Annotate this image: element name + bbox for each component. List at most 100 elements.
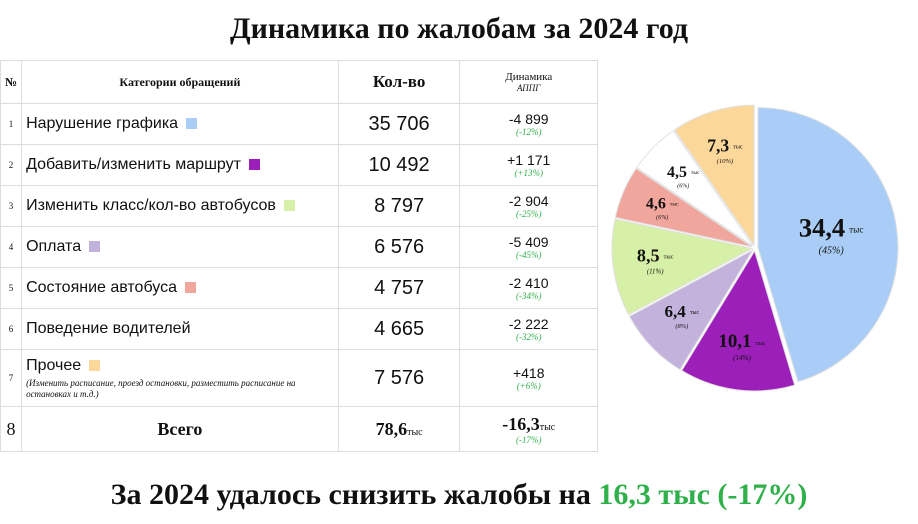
row-count: 8 797 [337, 185, 461, 227]
total-change: -16,3тыс (-17%) [459, 406, 598, 452]
row-count: 4 757 [337, 267, 461, 309]
row-num: 1 [0, 103, 23, 145]
color-swatch [186, 118, 198, 129]
slice-value: 7,3 [707, 135, 729, 155]
footer-highlight: 16,3 тыс (-17%) [598, 478, 808, 511]
footer: За 2024 удалось снизить жалобы на 16,3 т… [0, 478, 918, 512]
total-num: 8 [0, 406, 23, 452]
category-text: Изменить класс/кол-во автобусов [26, 197, 276, 214]
category-text: Прочее [26, 356, 82, 374]
pie-slice [673, 104, 755, 247]
slice-value-label: 8,5 тыс [637, 246, 674, 266]
header-change-title: Динамика [505, 71, 553, 83]
slice-unit: тыс [670, 202, 679, 208]
row-num: 2 [0, 144, 23, 186]
row-category: Поведение водителей [21, 308, 339, 350]
row-num: 6 [0, 308, 23, 350]
change-percent: (-32%) [515, 331, 542, 342]
slice-percent-label: (10%) [717, 158, 734, 165]
header-change: Динамика АППГ [459, 60, 598, 104]
table-row: 3 Изменить класс/кол-во автобусов 8 797 -2 … [0, 185, 598, 227]
pie-slice [628, 248, 755, 371]
category-text: Оплата [26, 238, 82, 255]
slice-value: 8,5 [637, 246, 660, 266]
slice-value-label: 34,4 тыс [799, 212, 864, 242]
total-count: 78,6тыс [337, 406, 461, 452]
row-change: +1 171 (+13%) [459, 144, 598, 186]
slice-unit: тыс [755, 340, 765, 347]
change-percent: (-25%) [515, 208, 542, 219]
slice-unit: тыс [664, 254, 674, 261]
row-count: 10 492 [337, 144, 461, 186]
table-row: 4 Оплата 6 576 -5 409 (-45%) [0, 226, 598, 268]
pie-slice [681, 249, 796, 392]
header-category: Категории обращений [21, 60, 339, 104]
change-value: -4 899 [508, 110, 549, 127]
row-change: +418 (+6%) [459, 349, 598, 407]
total-change-percent: (-17%) [515, 434, 542, 445]
table-row: 6 Поведение водителей 4 665 -2 222 (-32%) [0, 308, 598, 350]
pie-slice [611, 218, 754, 316]
total-change-unit: тыс [539, 421, 556, 433]
row-count: 35 706 [337, 103, 461, 145]
slice-value: 4,5 [667, 164, 687, 181]
pie-slice [757, 107, 899, 383]
change-value: -2 410 [508, 274, 549, 291]
total-row: 8 Всего 78,6тыс -16,3тыс (-17%) [0, 406, 598, 452]
row-change: -2 410 (-34%) [459, 267, 598, 309]
header-count: Кол-во [337, 60, 461, 104]
change-value: -5 409 [508, 233, 549, 250]
category-text: Состояние автобуса [26, 279, 177, 296]
pie-slice [636, 130, 754, 247]
color-swatch [248, 159, 260, 170]
title: Динамика по жалобам за 2024 год [229, 12, 689, 45]
slice-value-label: 4,5 тыс [667, 164, 700, 181]
slice-value-label: 10,1 тыс [718, 332, 765, 353]
complaints-table: № Категории обращений Кол-во Динамика АППГ 1 Н… [0, 60, 598, 452]
slice-percent-label: (11%) [647, 269, 664, 276]
color-swatch [89, 241, 101, 252]
slice-unit: тыс [733, 145, 743, 151]
row-category: Прочее (Изменить расписание, проезд остан… [21, 349, 339, 407]
change-value: -2 222 [508, 315, 549, 332]
row-category: Нарушение графика [21, 103, 339, 145]
change-percent: (-34%) [515, 290, 542, 301]
category-text: Добавить/изменить маршрут [26, 156, 241, 173]
slice-value: 4,6 [646, 195, 666, 212]
total-change-value: -16,3 [502, 413, 540, 434]
table-row: 2 Добавить/изменить маршрут 10 492 +1 171 (+… [0, 144, 598, 186]
header-change-sub: АППГ [517, 83, 541, 93]
header-row: № Категории обращений Кол-во Динамика АППГ [0, 60, 598, 104]
slice-percent-label: (6%) [677, 182, 689, 189]
slice-value: 6,4 [665, 302, 687, 321]
table-row: 7 Прочее (Изменить расписание, проезд оста… [0, 349, 598, 407]
change-value: +1 171 [507, 151, 551, 168]
slice-unit: тыс [849, 224, 863, 234]
row-category: Состояние автобуса [21, 267, 339, 309]
row-change: -5 409 (-45%) [459, 226, 598, 268]
slice-value: 34,4 [799, 212, 845, 242]
color-swatch [283, 200, 295, 211]
slice-unit: тыс [691, 170, 700, 176]
row-category: Изменить класс/кол-во автобусов [21, 185, 339, 227]
change-value: -2 904 [508, 192, 549, 209]
row-num: 3 [0, 185, 23, 227]
pie-chart: 34,4 тыс(45%)10,1 тыс(14%)6,4 тыс(8%)8,5 тыс… [611, 104, 899, 392]
row-num: 5 [0, 267, 23, 309]
category-text: Нарушение графика [26, 115, 179, 132]
slice-value: 10,1 [718, 332, 751, 353]
slice-percent-label: (6%) [656, 214, 668, 221]
row-category: Оплата [21, 226, 339, 268]
slice-percent-label: (14%) [733, 354, 752, 362]
row-count: 7 576 [337, 349, 461, 407]
table-row: 5 Состояние автобуса 4 757 -2 410 (-34%) [0, 267, 598, 309]
change-percent: (-45%) [515, 249, 542, 260]
change-percent: (+13%) [514, 167, 544, 178]
row-count: 6 576 [337, 226, 461, 268]
change-percent: (+6%) [516, 380, 541, 391]
row-category: Добавить/изменить маршрут [21, 144, 339, 186]
change-value: +418 [512, 364, 545, 381]
slice-value-label: 7,3 тыс [707, 135, 743, 155]
slice-percent-label: (45%) [819, 246, 845, 257]
header-num: № [0, 60, 23, 104]
